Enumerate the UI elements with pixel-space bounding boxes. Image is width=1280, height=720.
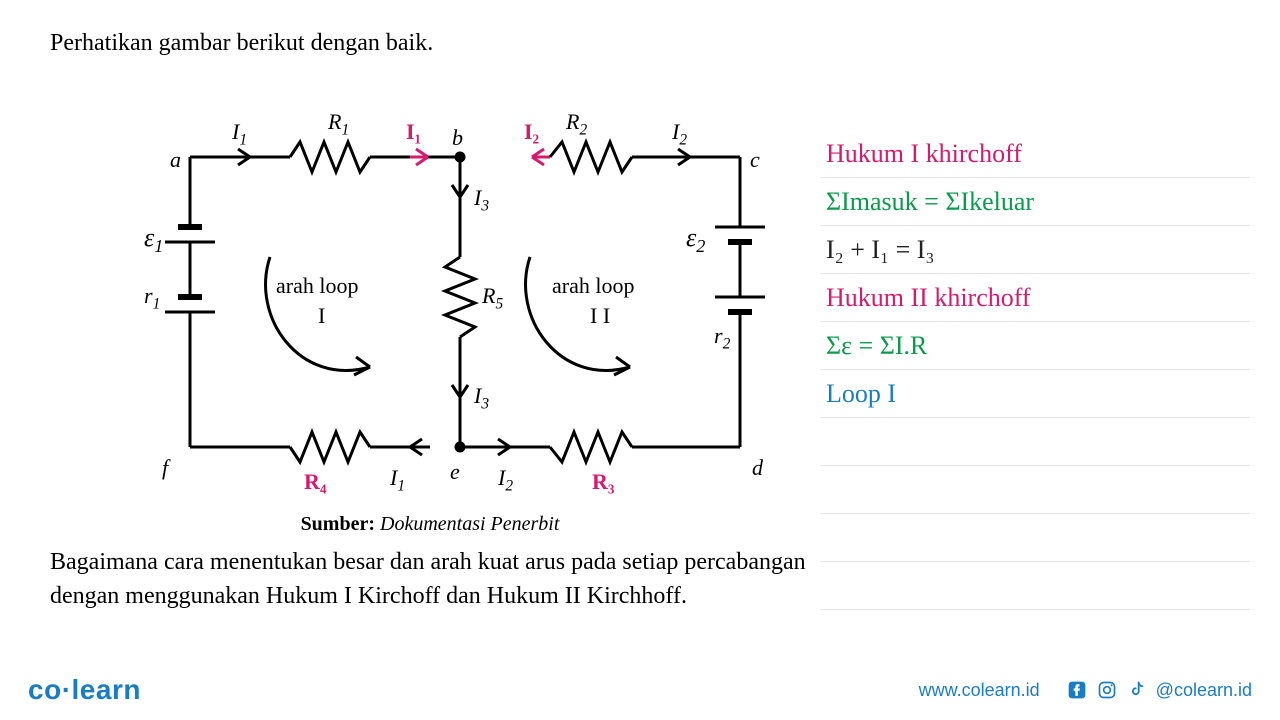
- node-f: f: [162, 455, 168, 481]
- label-loopI-text: arah loop: [276, 273, 358, 299]
- label-I3-top: I3: [474, 185, 489, 215]
- label-I2-bot: I2: [498, 465, 513, 495]
- label-I2-top: I2: [672, 119, 687, 149]
- website-link[interactable]: www.colearn.id: [919, 680, 1040, 701]
- note-line: Hukum I khirchoff: [820, 130, 1250, 178]
- note-line: ΣImasuk = ΣIkeluar: [820, 178, 1250, 226]
- node-e: e: [450, 459, 460, 485]
- label-I3-bot: I3: [474, 383, 489, 413]
- note-line-blank: [820, 418, 1250, 466]
- instagram-icon[interactable]: [1096, 679, 1118, 701]
- note-line: I₂ + I₁ = I₃: [820, 226, 1250, 274]
- circuit-diagram: a b c f e d I1 R1 I₁ I₂ R2 I2 ε1 r1 ε2 r…: [50, 67, 770, 507]
- facebook-icon[interactable]: [1066, 679, 1088, 701]
- note-line-blank: [820, 466, 1250, 514]
- source-line: Sumber: Dokumentasi Penerbit: [50, 513, 810, 536]
- note-line: Hukum II khirchoff: [820, 274, 1250, 322]
- note-line: Loop I: [820, 370, 1250, 418]
- node-b: b: [452, 125, 463, 151]
- note-line-blank: [820, 562, 1250, 610]
- intro-text: Perhatikan gambar berikut dengan baik.: [50, 30, 810, 57]
- label-R1: R1: [328, 109, 349, 139]
- label-R5: R5: [482, 283, 503, 313]
- footer: co·learn www.colearn.id @colearn.id: [0, 660, 1280, 720]
- node-a: a: [170, 147, 181, 173]
- note-line-blank: [820, 514, 1250, 562]
- label-eps1: ε1: [144, 223, 163, 257]
- label-I1-top: I1: [232, 119, 247, 149]
- node-c: c: [750, 147, 760, 173]
- label-I1-pink: I₁: [406, 119, 421, 145]
- label-R3-pink: R₃: [592, 469, 614, 495]
- page: Perhatikan gambar berikut dengan baik.: [0, 0, 1280, 720]
- node-d: d: [752, 455, 763, 481]
- label-r1: r1: [144, 283, 160, 313]
- social-icons: @colearn.id: [1066, 679, 1252, 701]
- left-column: Perhatikan gambar berikut dengan baik.: [50, 30, 810, 613]
- label-r2: r2: [714, 323, 730, 353]
- logo: co·learn: [28, 674, 141, 706]
- label-loopI-num: I: [318, 303, 325, 329]
- note-line: Σε = ΣI.R: [820, 322, 1250, 370]
- social-handle: @colearn.id: [1156, 680, 1252, 701]
- label-I1-bot: I1: [390, 465, 405, 495]
- label-eps2: ε2: [686, 223, 705, 257]
- label-I2-pink: I₂: [524, 119, 539, 145]
- label-loopII-num: I I: [590, 303, 610, 329]
- tiktok-icon[interactable]: [1126, 679, 1148, 701]
- footer-right: www.colearn.id @colearn.id: [919, 679, 1252, 701]
- label-R2: R2: [566, 109, 587, 139]
- label-R4-pink: R₄: [304, 469, 326, 495]
- question-text: Bagaimana cara menentukan besar dan arah…: [50, 546, 810, 613]
- label-loopII-text: arah loop: [552, 273, 634, 299]
- handwritten-notes: Hukum I khirchoffΣImasuk = ΣIkeluar I₂ +…: [820, 130, 1250, 610]
